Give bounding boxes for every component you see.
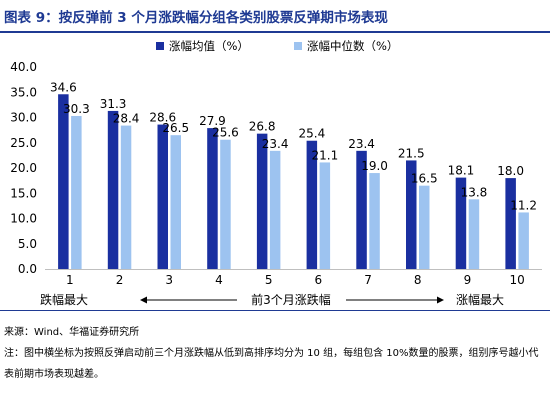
data-label-mean: 34.6 — [50, 80, 77, 94]
data-label-median: 13.8 — [461, 185, 488, 199]
divider — [0, 310, 550, 311]
bar-mean — [157, 124, 168, 269]
x-tick-label: 2 — [116, 273, 124, 287]
x-tick-label: 3 — [165, 273, 173, 287]
annotation-left: 跌幅最大 — [40, 292, 88, 307]
bar-mean — [207, 128, 218, 269]
legend-swatch-mean — [156, 42, 164, 50]
y-tick-label: 20.0 — [10, 161, 37, 175]
y-axis: 0.0 5.0 10.0 15.0 20.0 25.0 30.0 35.0 40.0 — [10, 60, 37, 276]
bar-median — [269, 150, 281, 269]
source-text: 来源：Wind、华福证券研究所 — [4, 327, 140, 338]
title-bar: 图表 9：按反弹前 3 个月涨跌幅分组各类别股票反弹期市场表现 — [0, 0, 550, 33]
x-tick-label: 5 — [265, 273, 273, 287]
data-label-median: 16.5 — [411, 172, 438, 186]
bar-median — [518, 212, 529, 269]
x-tick-label: 9 — [464, 273, 472, 287]
bars: 34.6 30.3 31.328.4 28.626.5 27.925.6 26.8 23.4… — [50, 80, 537, 269]
bar-mean — [505, 178, 516, 269]
x-tick-label: 4 — [215, 273, 223, 287]
data-label-median: 11.2 — [510, 198, 537, 212]
bar-mean — [406, 160, 417, 269]
y-tick-label: 10.0 — [10, 212, 37, 226]
y-tick-label: 25.0 — [10, 136, 37, 150]
data-label-median: 25.6 — [212, 126, 239, 140]
x-axis: 1 2 3 4 5 6 7 8 9 10 — [45, 269, 542, 287]
bar-mean — [356, 150, 367, 269]
data-label-mean: 21.5 — [398, 146, 425, 160]
arrow-left-head-icon — [140, 296, 147, 304]
data-label-mean: 31.3 — [100, 97, 127, 111]
y-tick-label: 0.0 — [18, 262, 37, 276]
legend: 涨幅均值（%） 涨幅中位数（%） — [156, 39, 398, 53]
axis-annotation: 跌幅最大 前3个月涨跌幅 涨幅最大 — [40, 292, 504, 307]
data-label-median: 28.4 — [113, 112, 140, 126]
bar-median — [468, 199, 480, 269]
data-label-mean: 18.0 — [497, 164, 524, 178]
data-label-mean: 28.6 — [149, 111, 176, 125]
bar-mean — [256, 133, 268, 269]
data-label-mean: 26.8 — [249, 120, 276, 134]
annotation-middle: 前3个月涨跌幅 — [251, 292, 331, 307]
bar-mean — [306, 140, 318, 269]
bar-mean — [455, 177, 467, 269]
bar-median — [369, 173, 380, 269]
annotation-right: 涨幅最大 — [456, 292, 504, 307]
bar-median — [220, 139, 231, 269]
data-label-median: 23.4 — [262, 137, 289, 151]
data-label-mean: 25.4 — [298, 127, 325, 141]
arrow-right-head-icon — [437, 296, 444, 304]
bar-median — [419, 185, 430, 269]
bar-chart: 涨幅均值（%） 涨幅中位数（%） 0.05.010.015.020.025.030… — [10, 39, 542, 307]
x-tick-label: 8 — [414, 273, 422, 287]
legend-label-mean: 涨幅均值（%） — [169, 39, 249, 53]
data-label-mean: 23.4 — [348, 137, 375, 151]
bar-median — [120, 125, 132, 269]
chart-title: 图表 9：按反弹前 3 个月涨跌幅分组各类别股票反弹期市场表现 — [4, 10, 388, 26]
bar-mean — [107, 110, 119, 269]
y-tick-label: 40.0 — [10, 60, 37, 74]
data-label-median: 30.3 — [63, 102, 90, 116]
data-label-median: 21.1 — [311, 148, 338, 162]
data-label-median: 19.0 — [361, 159, 388, 173]
bar-median — [319, 162, 331, 269]
note-text: 注：图中横坐标为按照反弹启动前三个月涨跌幅从低到高排序均分为 10 组，每组包含… — [4, 348, 539, 380]
data-label-mean: 27.9 — [199, 114, 226, 128]
legend-label-median: 涨幅中位数（%） — [307, 39, 398, 53]
y-tick-label: 15.0 — [10, 186, 37, 200]
y-tick-label: 5.0 — [18, 237, 37, 251]
x-tick-label: 7 — [364, 273, 372, 287]
y-tick-label: 30.0 — [10, 111, 37, 125]
x-tick-label: 10 — [510, 273, 525, 287]
bar-median — [71, 115, 82, 269]
x-tick-label: 1 — [66, 273, 74, 287]
x-tick-label: 6 — [315, 273, 323, 287]
legend-swatch-median — [294, 42, 302, 50]
data-label-median: 26.5 — [162, 121, 189, 135]
y-tick-label: 35.0 — [10, 85, 37, 99]
bar-median — [170, 135, 181, 269]
data-label-mean: 18.1 — [448, 164, 475, 178]
bar-mean — [58, 94, 69, 269]
